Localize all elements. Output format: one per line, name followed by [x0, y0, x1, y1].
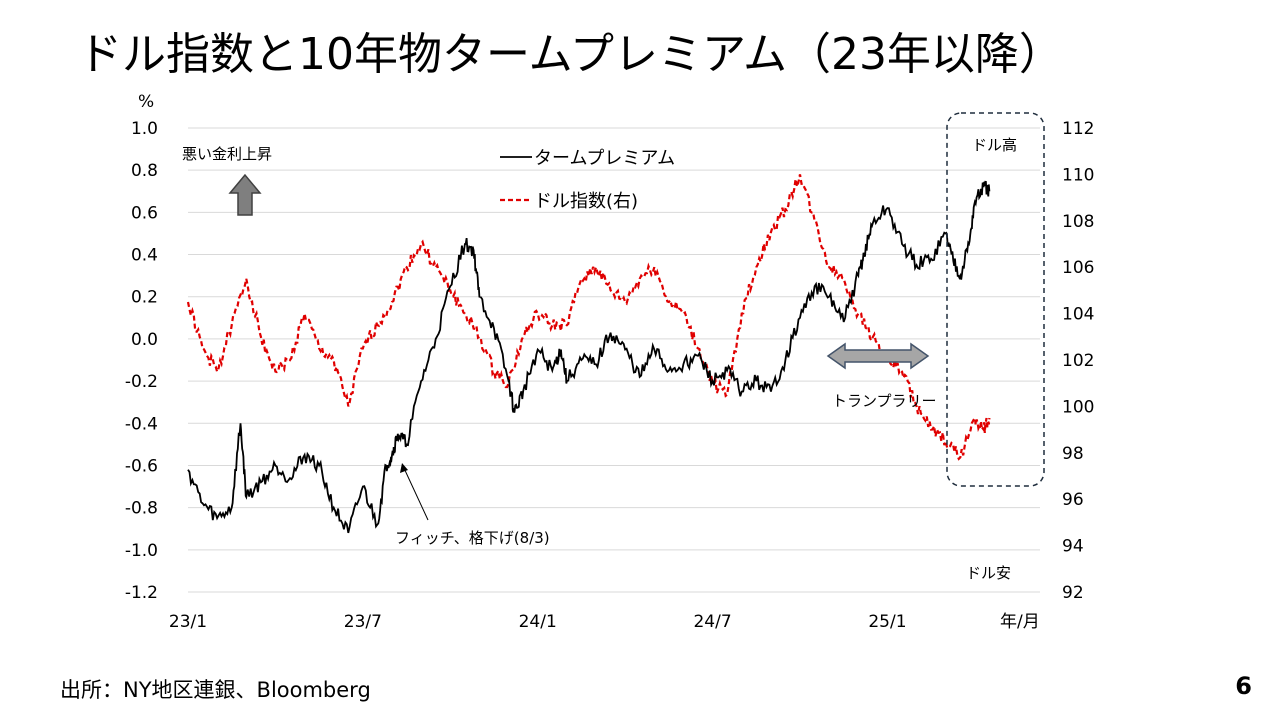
y-axis-left-ticks: 1.0 0.8 0.6 0.4 0.2 0.0 -0.2 -0.4 -0.6 -0.8 -1.0 -1…	[125, 119, 158, 603]
y-left-tick-label: -0.4	[125, 414, 158, 434]
y-left-tick-label: 1.0	[131, 119, 158, 139]
annotation-fitch-downgrade: フィッチ、格下げ(8/3)	[395, 529, 550, 547]
recent-period-highlight-box	[946, 112, 1045, 487]
series-line-term-premium	[187, 180, 991, 534]
slide-title: ドル指数と10年物タームプレミアム（23年以降）	[78, 29, 1063, 80]
y-right-tick-label: 106	[1062, 258, 1094, 278]
y-right-tick-label: 96	[1062, 490, 1084, 510]
annotation-trump-rally: トランプラリー	[832, 392, 937, 410]
y-left-tick-label: 0.4	[131, 246, 158, 266]
x-tick-label: 25/1	[868, 612, 906, 632]
fitch-pointer-line	[402, 465, 429, 521]
y-left-tick-label: 0.6	[131, 203, 158, 223]
y-right-tick-label: 102	[1062, 351, 1094, 371]
x-tick-label: 24/7	[693, 612, 731, 632]
fitch-pointer-arrowhead-icon	[400, 463, 408, 473]
y-left-tick-label: -1.2	[125, 583, 158, 603]
y-right-tick-label: 94	[1062, 537, 1084, 557]
annotation-dollar-low: ドル安	[966, 564, 1011, 582]
y-axis-right-ticks: 112 110 108 106 104 102 100 98 96 94 92	[1062, 119, 1094, 603]
y-left-tick-label: 0.2	[131, 288, 158, 308]
y-left-tick-label: -1.0	[125, 541, 158, 561]
x-tick-label: 23/7	[344, 612, 382, 632]
legend-label-dollar-index: ドル指数(右)	[534, 191, 638, 212]
source-note: 出所：NY地区連銀、Bloomberg	[60, 678, 371, 702]
x-tick-label: 24/1	[519, 612, 557, 632]
x-axis-label: 年/月	[1000, 612, 1040, 632]
legend-label-term-premium: タームプレミアム	[534, 148, 675, 169]
y-axis-left-unit: %	[138, 92, 154, 112]
y-right-tick-label: 92	[1062, 583, 1084, 603]
annotation-bad-rate-rise: 悪い金利上昇	[182, 145, 272, 163]
y-right-tick-label: 98	[1062, 444, 1084, 464]
y-right-tick-label: 100	[1062, 397, 1094, 417]
y-left-tick-label: 0.8	[131, 161, 158, 181]
x-axis-ticks: 23/1 23/7 24/1 24/7 25/1	[169, 612, 907, 632]
y-left-tick-label: -0.2	[125, 372, 158, 392]
y-left-tick-label: -0.6	[125, 456, 158, 476]
y-right-tick-label: 104	[1062, 305, 1094, 325]
page-number: 6	[1235, 672, 1252, 700]
annotation-dollar-high: ドル高	[972, 136, 1017, 154]
x-tick-label: 23/1	[169, 612, 207, 632]
y-left-tick-label: -0.8	[125, 499, 158, 519]
double-arrow-icon	[826, 342, 930, 370]
up-arrow-icon	[228, 173, 262, 216]
series-line-dollar-index	[186, 174, 991, 461]
gridlines	[188, 127, 1040, 593]
y-right-tick-label: 108	[1062, 212, 1094, 232]
y-left-tick-label: 0.0	[131, 330, 158, 350]
y-right-tick-label: 110	[1062, 165, 1094, 185]
y-right-tick-label: 112	[1062, 119, 1094, 139]
